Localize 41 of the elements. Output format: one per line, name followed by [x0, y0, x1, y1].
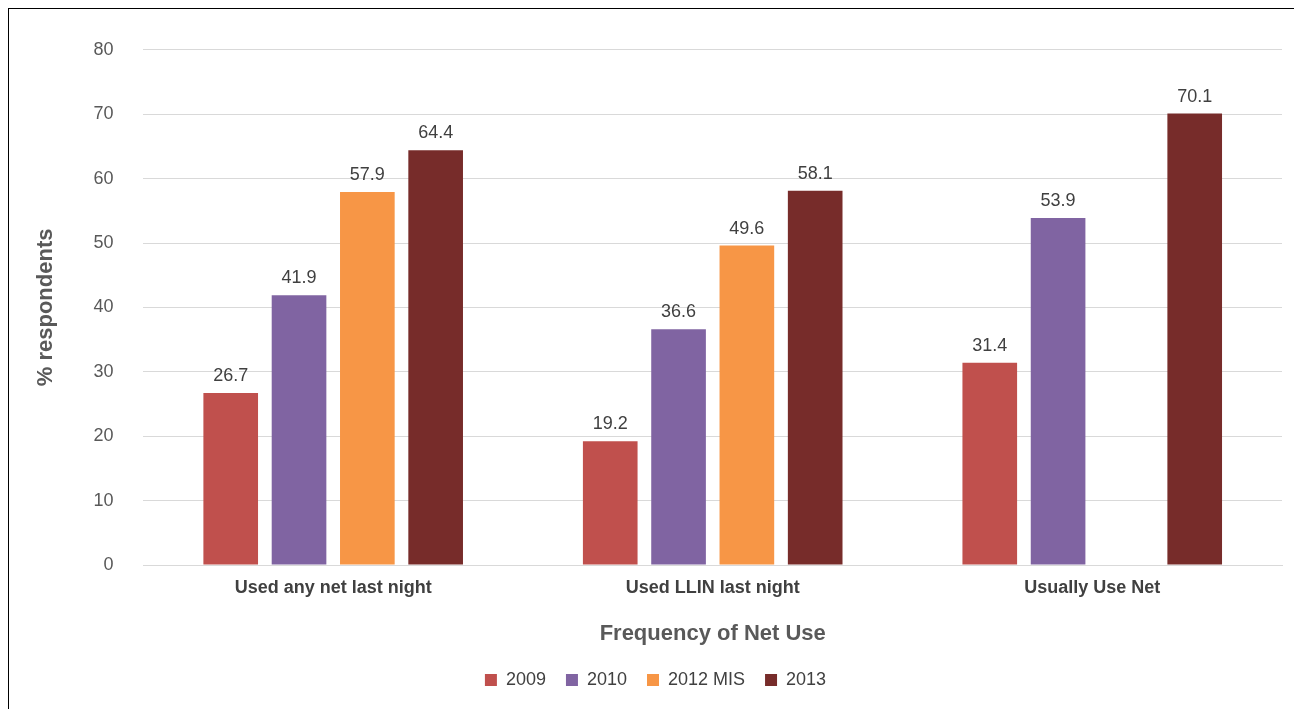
x-axis-title: Frequency of Net Use — [599, 619, 826, 645]
data-label: 49.6 — [729, 217, 765, 238]
legend-label: 2012 MIS — [668, 668, 746, 689]
bar — [651, 329, 706, 565]
frame: Frequency of Net Use % respondents 2009 2010 2012 MIS 2013 Used any net last night Used LLIN last night Usually Use Net 0 10 20 30 40 50 60 70 80 26.7 19.2 31.4 41.9 36.6 53.9 57.9 49.6 64.4 58.1 70.1 — [8, 8, 1294, 709]
y-axis-title: % respondents — [32, 228, 58, 387]
x-tick-label: Used LLIN last night — [625, 576, 800, 597]
y-tick-label: 40 — [93, 296, 114, 317]
bar — [962, 362, 1018, 565]
bar — [271, 295, 327, 565]
x-tick-label: Usually Use Net — [1024, 576, 1161, 597]
y-tick-label: 60 — [93, 167, 114, 188]
legend-label: 2013 — [786, 668, 827, 689]
bar — [582, 441, 638, 565]
bar — [1030, 217, 1086, 565]
data-label: 41.9 — [281, 267, 317, 288]
bar — [203, 393, 259, 565]
bar — [408, 150, 463, 565]
y-tick-label: 50 — [93, 231, 114, 252]
data-label: 26.7 — [213, 365, 249, 386]
y-tick-label: 10 — [93, 489, 114, 510]
y-tick-label: 80 — [93, 38, 114, 59]
bar — [719, 245, 775, 565]
y-tick-label: 20 — [93, 425, 114, 446]
bar — [340, 192, 395, 565]
y-tick-label: 70 — [93, 103, 114, 124]
data-label: 64.4 — [418, 122, 454, 143]
data-label: 70.1 — [1177, 85, 1213, 106]
legend-label: 2009 — [505, 668, 546, 689]
x-tick-label: Used any net last night — [234, 576, 432, 597]
data-label: 53.9 — [1040, 189, 1076, 210]
y-tick-label: 0 — [103, 553, 114, 574]
data-label: 57.9 — [349, 164, 385, 185]
data-label: 19.2 — [592, 413, 628, 434]
data-label: 31.4 — [972, 334, 1008, 355]
bar — [1167, 113, 1223, 565]
legend-label: 2010 — [586, 668, 627, 689]
data-label: 36.6 — [661, 301, 697, 322]
data-label: 58.1 — [797, 162, 833, 183]
y-tick-label: 30 — [93, 360, 114, 381]
bar — [787, 190, 843, 565]
